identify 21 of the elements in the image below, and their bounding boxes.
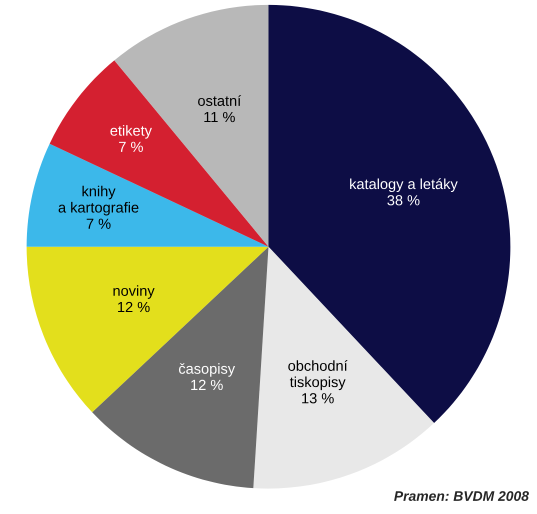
slice-label: etikety (110, 125, 152, 139)
pie-slice (268, 4, 510, 424)
data-label: 12 % (191, 380, 223, 390)
pie-slice (26, 246, 268, 412)
slice-label: katalogy a letáky (350, 178, 458, 192)
pie-slice (50, 60, 268, 247)
pie-slice (92, 246, 268, 488)
data-label: 38 % (387, 195, 420, 206)
slice-label: noviny (113, 285, 155, 299)
slice-label: ostatní (198, 95, 242, 106)
pie-slice (253, 246, 434, 489)
data-label: 7 % (86, 218, 111, 229)
data-label: 12 % (118, 302, 150, 312)
data-label: 11 % (204, 112, 235, 122)
data-label: 7 % (119, 142, 143, 152)
slice-label: knihy a kartografie (58, 186, 138, 216)
text: Pramen: BVDM 2008 (394, 491, 529, 501)
slice-label: časopisy (178, 363, 236, 377)
data-label: 13 % (302, 393, 334, 404)
pie-slice (26, 144, 268, 247)
slice-label: obchodní tiskopisy (288, 360, 348, 390)
